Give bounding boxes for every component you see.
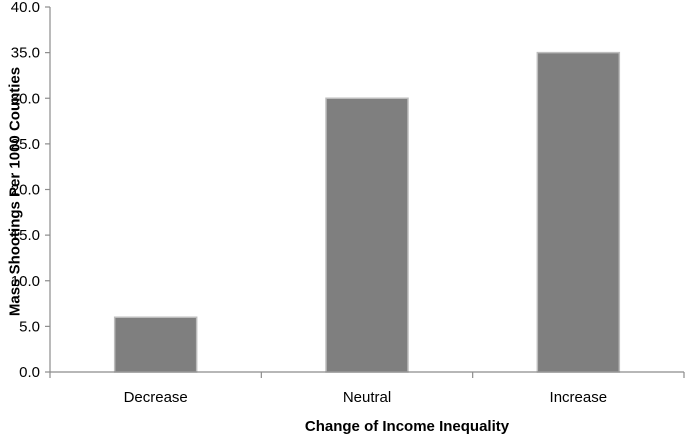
y-tick-label: 15.0 xyxy=(11,227,40,244)
y-tick-label: 10.0 xyxy=(11,273,40,290)
y-tick-label: 35.0 xyxy=(11,45,40,62)
x-category-label: Neutral xyxy=(343,389,391,406)
bars-group xyxy=(113,51,621,373)
y-tick-label: 25.0 xyxy=(11,136,40,153)
bar-increase xyxy=(536,51,621,373)
x-category-label: Increase xyxy=(550,389,608,406)
y-ticks-group: 0.0 5.0 10.0 15.0 20.0 25.0 30.0 35.0 40.0 xyxy=(11,0,50,381)
y-tick-label: 0.0 xyxy=(19,364,40,381)
x-axis-title: Change of Income Inequality xyxy=(305,418,510,435)
x-category-label: Decrease xyxy=(124,389,188,406)
x-ticks-group: Decrease Neutral Increase xyxy=(49,372,685,406)
bar-decrease xyxy=(113,316,198,373)
bar-neutral xyxy=(325,97,409,373)
y-tick-label: 5.0 xyxy=(19,318,40,335)
y-tick-label: 40.0 xyxy=(11,0,40,16)
y-tick-label: 20.0 xyxy=(11,182,40,199)
y-axis-title: Mass Shootings Per 1000 Counties xyxy=(6,67,23,316)
y-tick-label: 30.0 xyxy=(11,90,40,107)
